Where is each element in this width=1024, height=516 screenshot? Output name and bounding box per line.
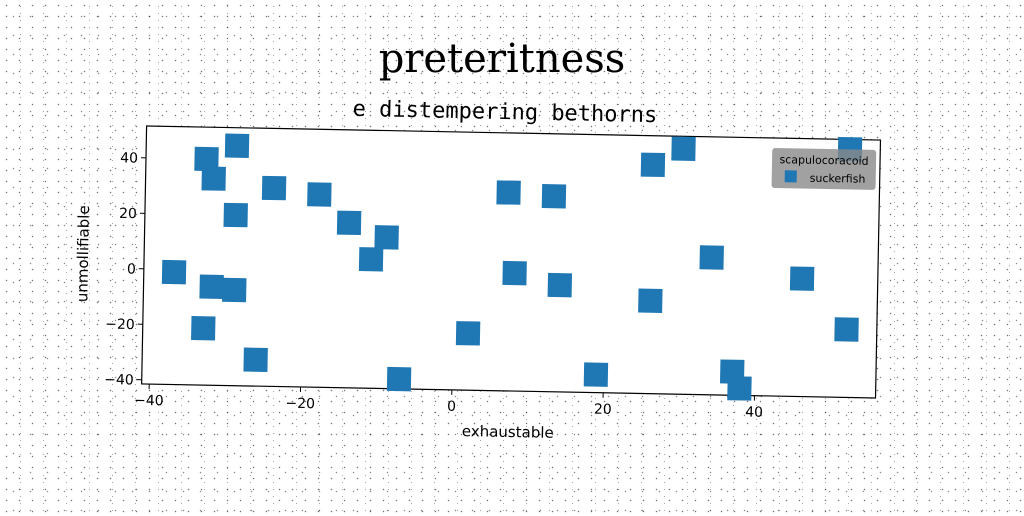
data-point (456, 321, 480, 345)
data-point (307, 182, 331, 206)
legend-entry-label: suckerfish (810, 172, 866, 186)
data-point (727, 376, 751, 400)
y-axis: −40 −20 0 20 40 (104, 150, 146, 389)
legend: scapulocoracoid suckerfish (772, 148, 877, 190)
chart-title: preteritness (379, 36, 626, 82)
plot-area: −40 −20 0 20 40 −40 −20 0 20 40 exhaustable unmo… (71, 122, 881, 448)
data-point (243, 348, 267, 372)
data-point (387, 367, 411, 391)
x-tick-label: −20 (285, 396, 315, 413)
x-tick-label: 20 (594, 402, 612, 418)
legend-title: scapulocoracoid (779, 153, 868, 168)
data-point (542, 184, 566, 208)
data-point (671, 137, 695, 161)
data-point (225, 134, 249, 158)
data-point (548, 273, 572, 297)
legend-marker (785, 170, 797, 182)
y-tick-label: −40 (104, 372, 134, 389)
data-point (359, 247, 383, 271)
data-point (584, 362, 608, 386)
data-point (337, 211, 361, 235)
data-point (201, 166, 225, 190)
y-tick-label: 40 (120, 150, 138, 166)
y-tick-label: 0 (127, 261, 136, 277)
y-tick-label: 20 (119, 206, 137, 222)
data-point (502, 261, 526, 285)
data-point (699, 245, 723, 269)
data-point (790, 266, 814, 290)
data-point (223, 203, 247, 227)
y-tick-label: −20 (105, 317, 135, 334)
x-axis-label: exhaustable (462, 422, 554, 442)
data-point (638, 288, 662, 312)
data-point (222, 278, 246, 302)
data-point (262, 176, 286, 200)
data-point (641, 153, 665, 177)
x-tick-label: 0 (447, 399, 456, 415)
x-tick-label: −40 (134, 393, 164, 410)
y-axis-label: unmollifiable (73, 205, 93, 302)
data-point (834, 317, 858, 341)
data-point (199, 275, 223, 299)
chart-subtitle: e distempering bethorns (352, 97, 657, 128)
x-tick-label: 40 (745, 405, 763, 421)
data-point (162, 260, 186, 284)
data-point (191, 316, 215, 340)
data-point (374, 225, 398, 249)
data-point (496, 180, 520, 204)
